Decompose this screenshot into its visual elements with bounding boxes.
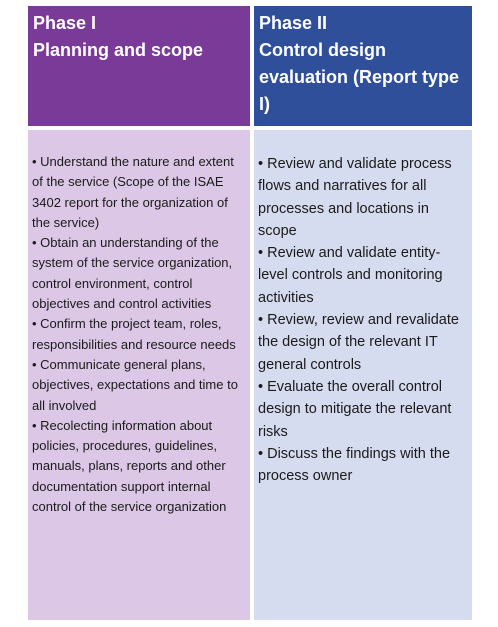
phase1-bullet: • Understand the nature and extent of th…: [32, 154, 234, 230]
phase2-header: Phase II Control design evaluation (Repo…: [254, 6, 472, 126]
phase2-bullet: • Review, review and revalidate the desi…: [258, 312, 459, 373]
phase1-bullet: • Recolecting information about policies…: [32, 417, 227, 515]
phase1-bullet: • Confirm the project team, roles, respo…: [32, 316, 236, 352]
phase2-bullet: • Review and validate process flows and …: [258, 156, 452, 239]
phase2-bullet: • Discuss the findings with the process …: [258, 445, 451, 485]
phase2-subtitle: Control design evaluation (Report type I…: [259, 40, 460, 114]
phase1-title: Phase I: [33, 13, 97, 33]
phase1-header: Phase I Planning and scope: [28, 6, 250, 126]
phase2-title: Phase II: [259, 13, 328, 33]
phase2-body: • Review and validate process flows and …: [254, 130, 472, 620]
phase1-bullet: • Communicate general plans, objectives,…: [32, 356, 238, 413]
phase1-subtitle: Planning and scope: [33, 40, 204, 60]
phase1-body: • Understand the nature and extent of th…: [28, 130, 250, 620]
phase1-bullet: • Obtain an understanding of the system …: [32, 235, 233, 312]
phase2-bullet: • Review and validate entity-level contr…: [258, 245, 443, 306]
phase2-bullet: • Evaluate the overall control design to…: [258, 378, 452, 440]
